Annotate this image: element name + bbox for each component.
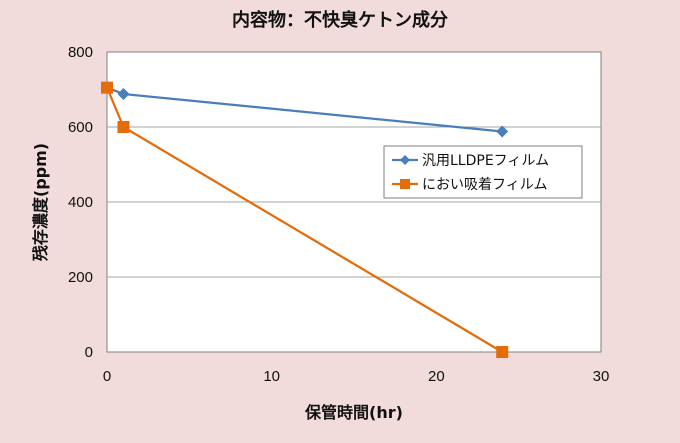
legend-label: におい吸着フィルム: [422, 177, 547, 193]
y-tick-label: 800: [68, 44, 93, 61]
y-tick-label: 400: [68, 194, 93, 211]
x-tick-label: 0: [103, 368, 111, 385]
series-group: [101, 81, 509, 358]
axis-ticks: 0 200 400 600 800 0 10 20 30: [68, 44, 609, 385]
x-axis-title: 保管時間(hr): [304, 403, 403, 422]
legend-box: [383, 145, 583, 199]
data-point: [117, 88, 130, 100]
y-tick-label: 200: [68, 269, 93, 286]
y-axis-title: 残存濃度(ppm): [31, 143, 50, 261]
y-tick-label: 0: [85, 344, 93, 361]
data-point: [101, 81, 113, 94]
data-point: [496, 125, 509, 138]
y-tick-label: 600: [68, 119, 93, 136]
gridlines: [107, 126, 601, 278]
legend-label: 汎用LLDPEフィルム: [422, 153, 549, 169]
chart-title: 内容物：不快臭ケトン成分: [232, 9, 448, 31]
x-tick-label: 10: [263, 368, 280, 385]
data-point: [496, 346, 509, 358]
x-tick-label: 30: [593, 368, 610, 385]
data-point: [117, 121, 130, 133]
legend-marker: [400, 179, 410, 189]
x-tick-label: 20: [428, 368, 445, 385]
legend-marker: [400, 155, 410, 165]
